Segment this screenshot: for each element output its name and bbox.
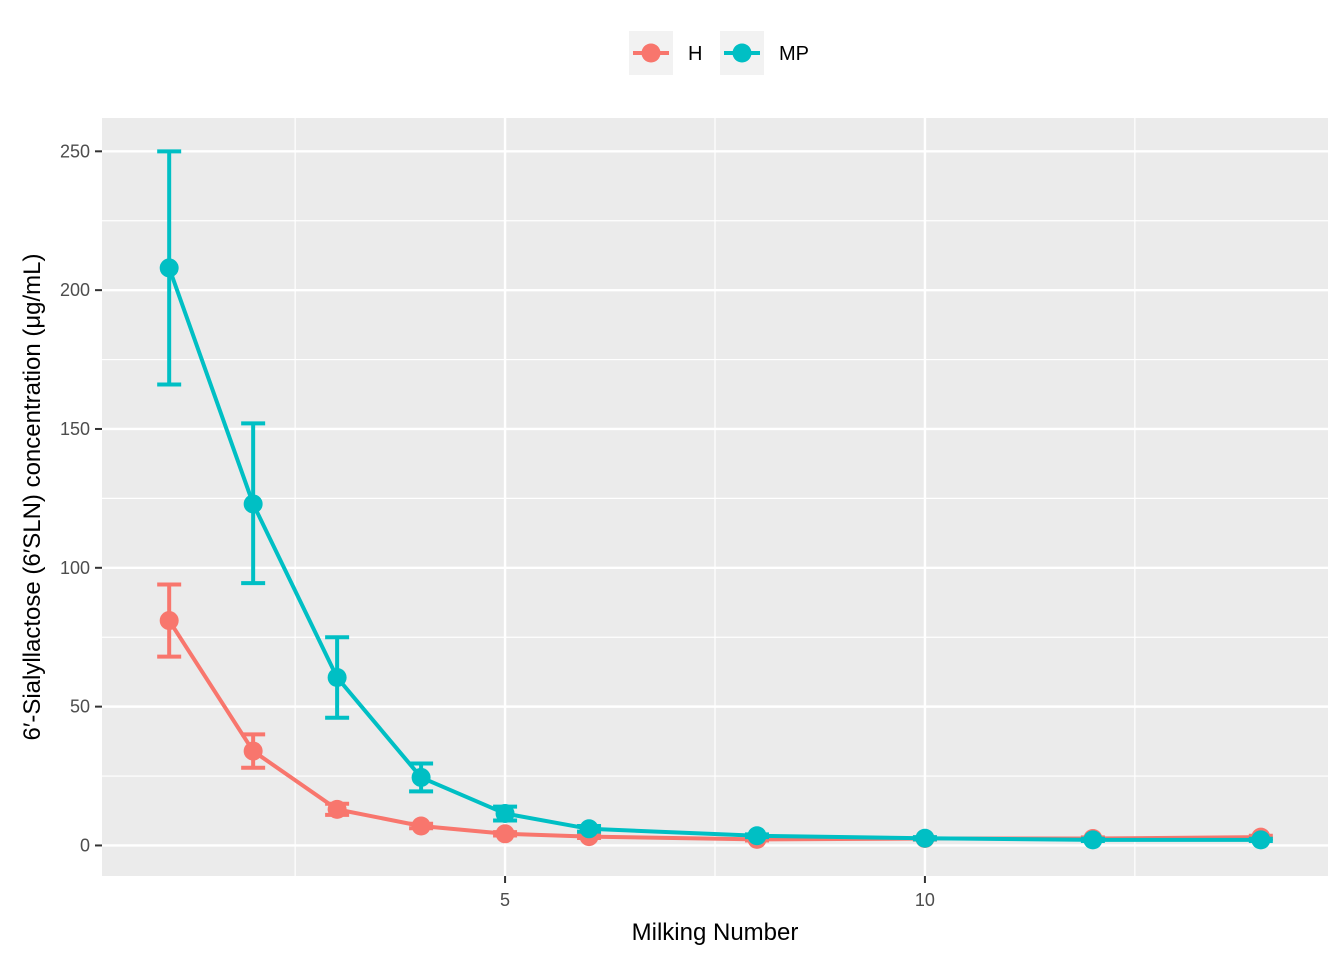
legend-key-point [641, 43, 661, 63]
data-point-mp [747, 826, 767, 846]
y-axis-title: 6′-Sialyllactose (6′SLN) concentration (… [19, 253, 46, 740]
data-point-h [495, 824, 515, 844]
y-tick-label: 50 [70, 697, 90, 717]
data-point-mp [1083, 830, 1103, 850]
data-point-mp [243, 494, 263, 514]
series-layer [157, 149, 1273, 850]
data-point-mp [915, 828, 935, 848]
data-point-h [243, 741, 263, 761]
y-tick-label: 150 [60, 419, 90, 439]
legend-item-mp: MP [720, 31, 809, 75]
minor-gridlines [102, 118, 1328, 876]
series-line-mp [167, 267, 1261, 842]
y-tick-label: 250 [60, 141, 90, 161]
major-gridlines [102, 118, 1328, 876]
legend-key-point [732, 43, 752, 63]
legend-item-h: H [629, 31, 702, 75]
y-tick-label: 200 [60, 280, 90, 300]
data-point-mp [1251, 830, 1271, 850]
series-mp [157, 149, 1273, 850]
legend-label: H [688, 43, 702, 65]
x-axis: 5 10 [500, 876, 935, 910]
data-point-h [327, 799, 347, 819]
x-tick-label: 10 [915, 890, 935, 910]
x-tick-label: 5 [500, 890, 510, 910]
data-point-h [411, 816, 431, 836]
data-point-mp [159, 258, 179, 278]
data-point-mp [579, 819, 599, 839]
data-point-mp [495, 804, 515, 824]
data-point-mp [411, 767, 431, 787]
data-point-h [159, 611, 179, 631]
legend-label: MP [779, 43, 809, 65]
y-tick-label: 100 [60, 558, 90, 578]
data-point-mp [327, 667, 347, 687]
y-axis: 0 50 100 150 200 250 [60, 141, 102, 855]
x-axis-title: Milking Number [632, 919, 799, 946]
legend: H MP [629, 31, 809, 75]
y-tick-label: 0 [80, 835, 90, 855]
